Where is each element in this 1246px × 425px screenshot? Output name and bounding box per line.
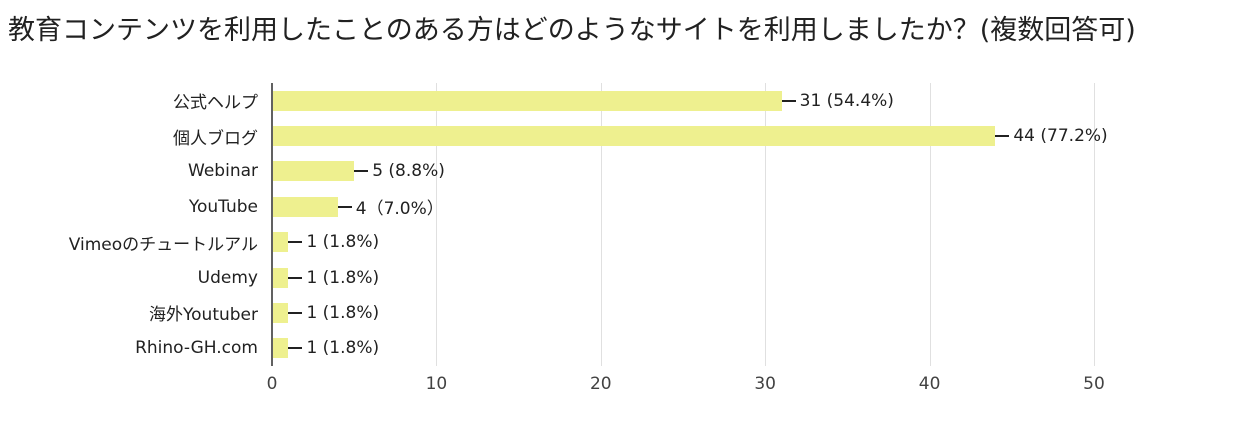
gridline: [765, 83, 767, 366]
bar: [272, 267, 289, 288]
bar-value-label: 1 (1.8%): [306, 338, 380, 359]
bar-connector-line: [288, 241, 303, 244]
bar: [272, 126, 996, 147]
bar-chart: 公式ヘルプ個人ブログ Webinar YouTube Vimeoのチュートルアル Ude…: [0, 83, 1246, 394]
bar-connector-line: [288, 347, 303, 350]
bar-connector-line: [781, 99, 796, 102]
x-tick-label: 20: [589, 374, 612, 394]
y-axis-label: Webinar: [188, 161, 258, 182]
bar-value-label: 4（7.0%）: [355, 199, 444, 220]
bar: [272, 302, 289, 323]
bar: [272, 338, 289, 359]
bar-value-label: 44 (77.2%): [1013, 126, 1108, 147]
bar-row: 44 (77.2%): [272, 118, 1108, 153]
gridline: [600, 83, 602, 366]
bar-row: 4（7.0%）: [272, 189, 1094, 224]
bar: [272, 90, 782, 111]
bar-row: 1 (1.8%): [272, 260, 1094, 295]
y-axis-label: 海外Youtuber: [149, 305, 258, 326]
bar-connector-line: [337, 205, 352, 208]
bar-row: 1 (1.8%): [272, 225, 1094, 260]
plot-area: 31 (54.4%) 44 (77.2%) 5 (8.8%) 4（7.0%） 1 (1.…: [271, 83, 1108, 366]
y-axis-label: Rhino-GH.com: [135, 338, 258, 359]
x-tick-label: 0: [266, 374, 278, 394]
y-axis-line: [271, 83, 273, 366]
x-tick-label: 50: [1083, 374, 1105, 394]
bar-row: 5 (8.8%): [272, 154, 1094, 189]
bar-connector-line: [354, 170, 369, 173]
gridline: [929, 83, 931, 366]
y-axis-label: Vimeoのチュートルアル: [68, 234, 258, 255]
x-tick-label: 30: [754, 374, 777, 394]
bar-rows: 31 (54.4%) 44 (77.2%) 5 (8.8%) 4（7.0%） 1 (1.…: [272, 83, 1108, 366]
bar-value-label: 1 (1.8%): [306, 302, 380, 323]
x-tick-label: 40: [918, 374, 941, 394]
bar-connector-line: [288, 311, 303, 314]
gridline: [436, 83, 438, 366]
y-axis-label: Udemy: [197, 267, 258, 288]
bar-connector-line: [288, 276, 303, 279]
bar: [272, 161, 355, 182]
y-axis-label: YouTube: [188, 196, 258, 217]
bar: [272, 196, 338, 217]
bar-value-label: 31 (54.4%): [799, 90, 894, 111]
chart-title: 教育コンテンツを利用したことのある方はどのようなサイトを利用しましたか？(複数回…: [8, 15, 1136, 46]
bar-connector-line: [995, 135, 1010, 138]
bar-value-label: 1 (1.8%): [306, 232, 380, 253]
bar-row: 1 (1.8%): [272, 295, 1094, 330]
y-axis-label: 公式ヘルプ: [173, 93, 258, 114]
bar-row: 1 (1.8%): [272, 331, 1094, 366]
gridline: [1094, 83, 1095, 366]
bar-value-label: 5 (8.8%): [372, 161, 445, 182]
y-axis-labels: 公式ヘルプ個人ブログ Webinar YouTube Vimeoのチュートルアル Ude…: [0, 83, 264, 366]
x-axis-ticks: 0 10 20 30 40 50: [267, 374, 1105, 398]
y-axis-label: 個人ブログ: [173, 128, 258, 149]
bar-row: 31 (54.4%): [272, 83, 1094, 118]
bar: [272, 232, 289, 253]
bar-value-label: 1 (1.8%): [306, 267, 380, 288]
x-tick-label: 10: [425, 374, 448, 394]
